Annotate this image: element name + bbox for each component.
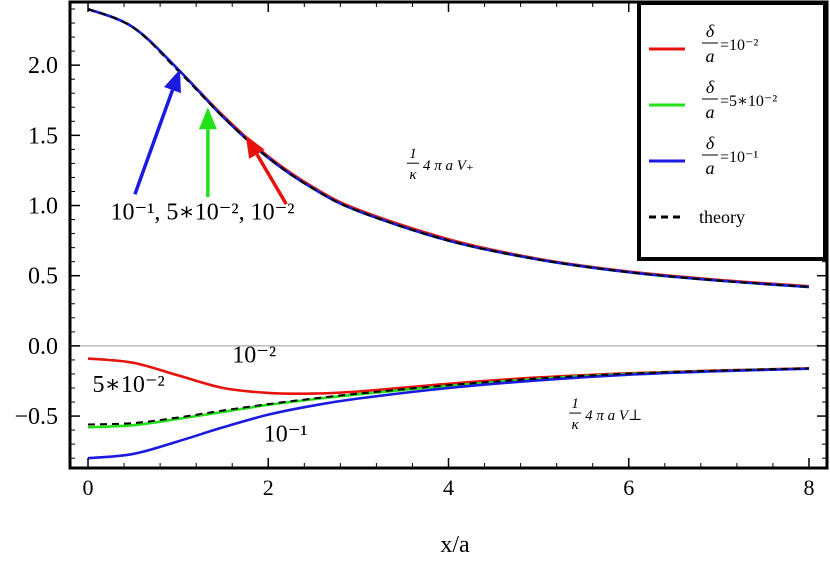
annotation-arrowhead	[164, 69, 181, 94]
x-tick-label: 4	[443, 475, 454, 500]
legend-denominator: a	[706, 46, 715, 66]
series-line-vperp-1a1ae0	[87, 367, 810, 460]
curve-formula-label: 1 κ 4 π a V⊥	[569, 396, 642, 433]
legend-item: δa =10⁻²	[649, 21, 758, 66]
legend-numerator: δ	[706, 77, 715, 97]
formula-expression: 4 π a V⊥	[585, 408, 642, 424]
legend-box	[637, 1, 827, 261]
formula-numerator: 1	[409, 146, 417, 162]
annotation-arrow	[255, 153, 288, 206]
y-tick-label: 1.5	[28, 123, 58, 149]
x-axis-label: x/a	[440, 532, 470, 558]
legend-numerator: δ	[706, 21, 715, 41]
x-tick-label: 6	[623, 475, 634, 500]
x-tick-label: 8	[803, 475, 814, 500]
curve-formula-label: 1 κ 4 π a V₊	[406, 146, 474, 183]
annotation-arrowhead	[245, 135, 265, 159]
y-tick-label: 0.5	[28, 264, 58, 290]
y-tick-label: 1.0	[28, 194, 58, 220]
formula-denominator: κ	[572, 417, 580, 433]
legend-label: =10⁻¹	[720, 149, 758, 166]
formula-numerator: 1	[571, 396, 579, 412]
legend-item: theory	[649, 207, 745, 227]
legend-item: δa =5∗10⁻²	[649, 77, 777, 122]
legend-denominator: a	[706, 158, 715, 178]
legend-label: =10⁻²	[720, 37, 758, 54]
formula-denominator: κ	[409, 167, 417, 183]
legend-label: theory	[699, 207, 745, 227]
curve-annotation: 10⁻¹, 5∗10⁻², 10⁻²	[111, 200, 295, 226]
series-line-vplus-theory	[87, 8, 810, 288]
y-tick-label: 0.0	[28, 334, 58, 360]
legend-item: δa =10⁻¹	[649, 133, 758, 178]
annotation-arrowhead	[198, 107, 217, 130]
curve-annotation: 5∗10⁻²	[93, 372, 165, 398]
y-tick-label: 2.0	[28, 53, 58, 79]
y-tick-label: −0.5	[14, 404, 58, 430]
series-line-vperp-theory	[87, 367, 810, 426]
curve-annotation: 10⁻¹	[264, 421, 308, 447]
series-line-vperp-22e01a	[87, 367, 810, 429]
curve-annotation: 10⁻²	[232, 343, 276, 369]
annotation-arrow	[133, 89, 175, 195]
legend-denominator: a	[706, 102, 715, 122]
formula-expression: 4 π a V₊	[423, 158, 474, 174]
legend-numerator: δ	[706, 133, 715, 153]
x-tick-label: 2	[263, 475, 274, 500]
legend-label: =5∗10⁻²	[720, 93, 777, 110]
x-tick-label: 0	[83, 475, 94, 500]
